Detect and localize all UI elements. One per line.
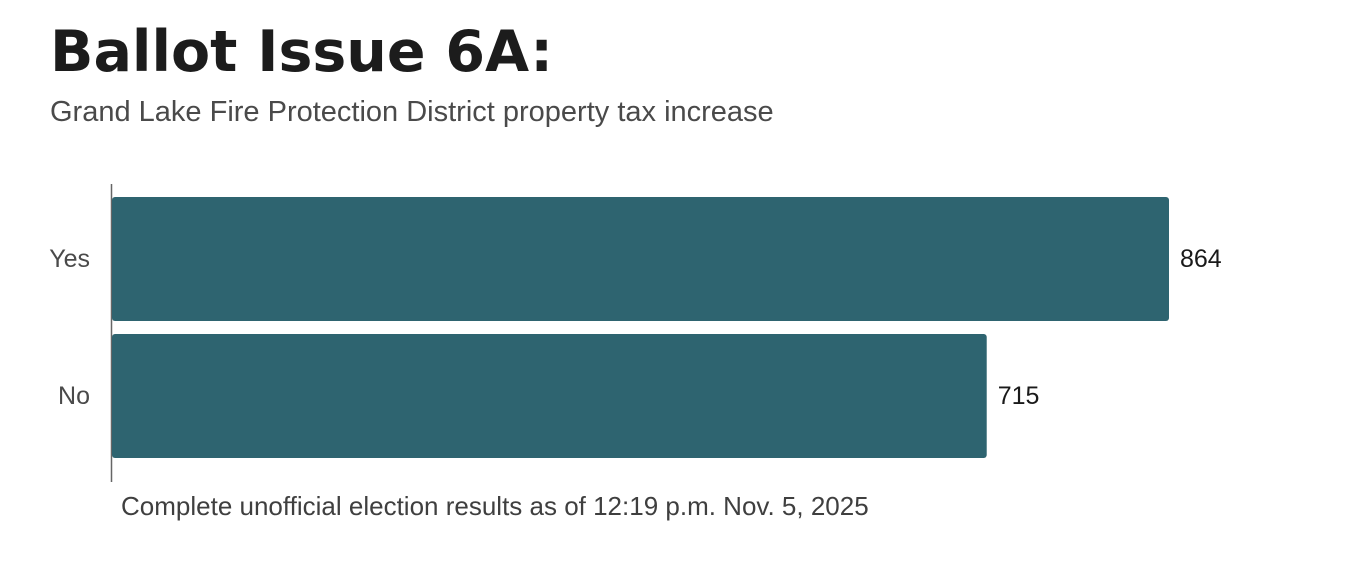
- value-label-no: 715: [998, 382, 1040, 410]
- results-note: Complete unofficial election results as …: [121, 491, 869, 521]
- bar-yes: [112, 197, 1169, 321]
- chart-subtitle: Grand Lake Fire Protection District prop…: [50, 96, 774, 128]
- category-label-no: No: [58, 382, 90, 410]
- category-label-yes: Yes: [49, 245, 90, 273]
- chart-title: Ballot Issue 6A:: [50, 19, 554, 85]
- bar-no: [112, 334, 987, 458]
- value-label-yes: 864: [1180, 245, 1222, 273]
